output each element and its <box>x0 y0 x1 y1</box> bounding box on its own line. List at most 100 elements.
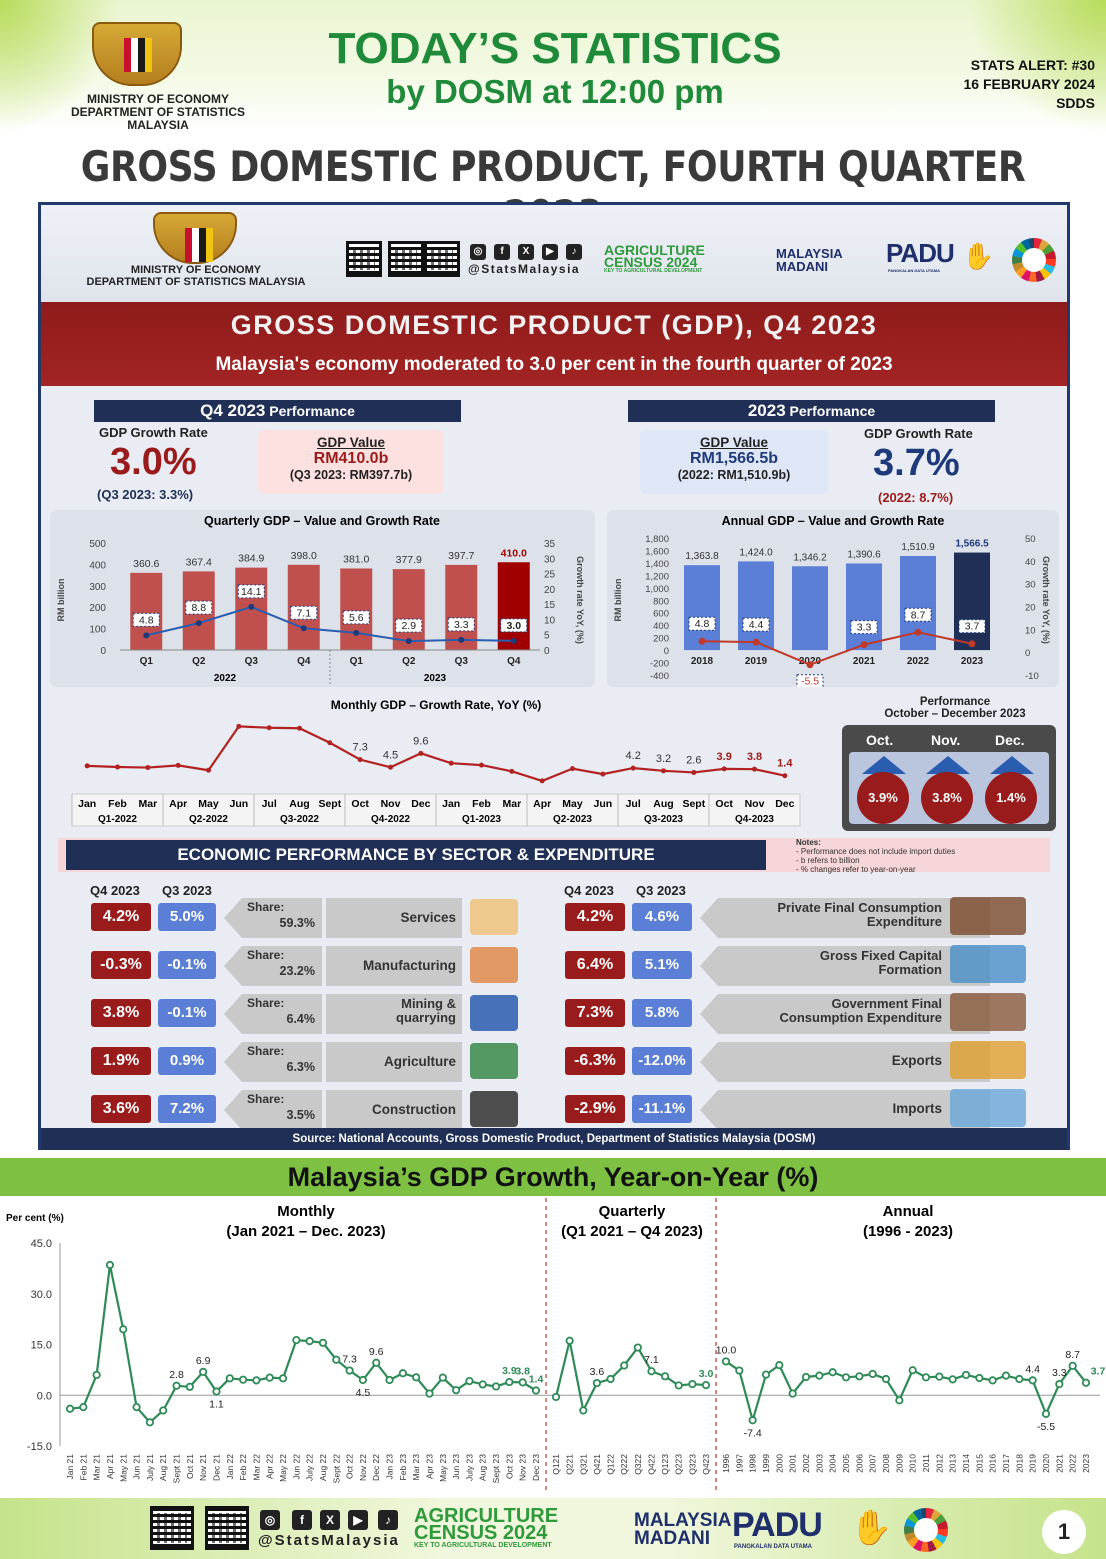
tiktok-icon[interactable]: ♪ <box>378 1510 398 1530</box>
y2-tick-label: -10 <box>1025 671 1039 682</box>
y-tick-label: 500 <box>89 539 106 550</box>
y2-tick-label: 15 <box>544 600 556 611</box>
data-label: 1.4 <box>777 758 793 770</box>
growth-point <box>65 1404 75 1413</box>
agriculture-census-logo: AGRICULTURE CENSUS 2024 KEY TO AGRICULTU… <box>604 243 705 274</box>
x-tick-label: 2018 <box>1014 1454 1024 1473</box>
qr-code-icon[interactable] <box>388 241 424 277</box>
growth-line <box>146 605 514 643</box>
growth-point <box>748 1416 757 1425</box>
x-tick-label: Q321 <box>578 1454 588 1475</box>
share-label: Share: <box>247 1044 285 1058</box>
bar-value-label: 1,390.6 <box>847 549 881 560</box>
q4-heading-text: Performance <box>265 403 355 419</box>
sector-col-q3: Q3 2023 <box>162 883 212 898</box>
performance-title-line1: Performance <box>919 696 991 708</box>
data-label: 3.9 <box>502 1365 517 1377</box>
group-label: Q4-2022 <box>371 814 410 825</box>
x-tick-label: Dec <box>775 798 794 810</box>
x-tick-label: Q323 <box>687 1454 697 1475</box>
x-tick-label: Sept <box>318 798 341 810</box>
annual-heading-text: Performance <box>785 403 876 419</box>
growth-value-label: 4.8 <box>139 614 154 626</box>
y-tick-label: 200 <box>653 634 669 645</box>
growth-value-label: 5.6 <box>349 612 364 624</box>
page-number: 1 <box>1042 1510 1086 1554</box>
growth-point <box>881 1374 891 1384</box>
expenditure-q3-value: 4.6% <box>632 903 692 931</box>
x-tick-label: Dec 21 <box>211 1454 221 1481</box>
x-tick-label: Q4 <box>297 656 311 667</box>
growth-point <box>788 1389 797 1398</box>
performance-title-line2: October – December 2023 <box>884 708 1026 720</box>
growth-point <box>606 1374 615 1384</box>
x-tick-label: Q1 <box>350 656 364 667</box>
padu-tagline: PANGKALAN DATA UTAMA <box>888 268 940 273</box>
facebook-icon[interactable]: f <box>494 244 510 260</box>
sector-name-box <box>326 946 462 986</box>
data-label: 3.0 <box>699 1368 714 1380</box>
agri-line2: CENSUS 2024 <box>414 1522 548 1544</box>
qr-code-icon[interactable] <box>150 1506 194 1550</box>
growth-point <box>265 1373 274 1382</box>
growth-point <box>305 1337 314 1346</box>
instagram-icon[interactable]: ◎ <box>470 244 486 260</box>
growth-point <box>448 760 454 766</box>
data-label: 4.5 <box>383 749 398 761</box>
x-tick-label: Jan <box>78 798 96 810</box>
annual-value-box: GDP Value RM1,566.5b (2022: RM1,510.9b) <box>640 430 828 494</box>
x-icon[interactable]: X <box>518 244 534 260</box>
exports-icon <box>950 1041 1026 1079</box>
chart-title: Annual GDP – Value and Growth Rate <box>722 514 945 528</box>
growth-point <box>735 1366 744 1375</box>
x-tick-label: Q322 <box>633 1454 643 1475</box>
growth-point <box>332 1355 341 1364</box>
share-value: 23.2% <box>279 964 315 978</box>
tiktok-icon[interactable]: ♪ <box>566 244 582 260</box>
growth-point <box>195 620 202 627</box>
agri-line2: CENSUS 2024 <box>604 254 698 270</box>
agri-tagline: KEY TO AGRICULTURAL DEVELOPMENT <box>414 1542 552 1549</box>
expenditure-name-line2: Consumption Expenditure <box>779 1010 943 1025</box>
qr-code-icon[interactable] <box>205 1506 249 1550</box>
x-tick-label: Q123 <box>660 1454 670 1475</box>
growth-point <box>145 765 151 771</box>
growth-point <box>145 1418 154 1427</box>
youtube-icon[interactable]: ▶ <box>348 1510 368 1530</box>
x-tick-label: Feb 23 <box>398 1454 408 1481</box>
growth-point <box>782 773 788 779</box>
growth-point <box>698 637 706 645</box>
sector-name-line1: Mining & <box>401 996 456 1011</box>
instagram-icon[interactable]: ◎ <box>260 1510 280 1530</box>
ministry-line1: MINISTRY OF ECONOMY <box>86 92 229 106</box>
growth-point <box>132 1402 141 1412</box>
growth-point <box>212 1387 221 1396</box>
x-tick-label: May 21 <box>118 1454 128 1482</box>
growth-point <box>1055 1379 1064 1389</box>
growth-value-label: 7.1 <box>296 607 311 619</box>
bar-value-label: 377.9 <box>396 554 422 566</box>
x-tick-label: Q222 <box>619 1454 629 1475</box>
x-icon[interactable]: X <box>320 1510 340 1530</box>
growth-point <box>79 1402 88 1412</box>
sector-col-q4: Q4 2023 <box>90 883 140 898</box>
bar-value-label: 1,424.0 <box>739 547 773 558</box>
yoy-growth-chart: Per cent (%) -15.0 0.0 15.0 30.0 45.0 Monthly (… <box>6 1198 1106 1490</box>
data-label: 3.7 <box>1091 1366 1106 1378</box>
facebook-icon[interactable]: f <box>292 1510 312 1530</box>
x-tick-label: Jun 22 <box>291 1454 301 1480</box>
growth-point <box>1068 1361 1077 1370</box>
x-tick-label: 2005 <box>841 1454 851 1473</box>
data-label: 4.4 <box>1025 1363 1040 1375</box>
data-label: 9.6 <box>369 1346 384 1358</box>
data-label: 2.8 <box>169 1369 184 1381</box>
x-tick-label: Feb 21 <box>78 1454 88 1481</box>
youtube-icon[interactable]: ▶ <box>542 244 558 260</box>
qr-code-icon[interactable] <box>424 241 460 277</box>
y-tick-label: 600 <box>653 609 669 620</box>
sector-name: Construction <box>372 1102 456 1117</box>
growth-label-box <box>185 600 213 615</box>
growth-point <box>388 764 393 770</box>
qr-code-icon[interactable] <box>346 241 382 277</box>
growth-point <box>801 1372 811 1382</box>
